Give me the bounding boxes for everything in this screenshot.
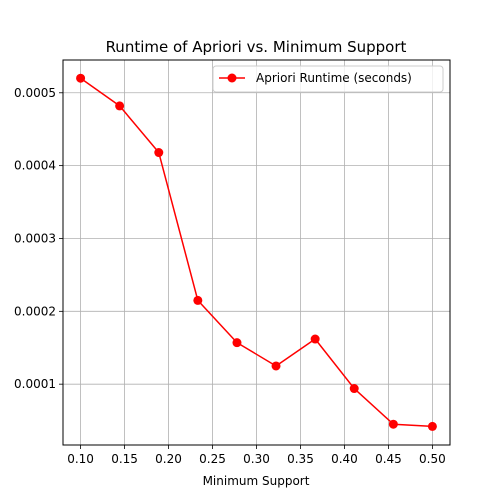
data-point bbox=[154, 148, 164, 158]
chart-title: Runtime of Apriori vs. Minimum Support bbox=[106, 38, 407, 56]
y-tick-label: 0.0004 bbox=[14, 159, 56, 173]
x-tick-label: 0.10 bbox=[67, 452, 94, 466]
x-axis-label: Minimum Support bbox=[203, 474, 310, 488]
x-tick-label: 0.20 bbox=[155, 452, 182, 466]
legend: Apriori Runtime (seconds) bbox=[212, 65, 444, 93]
data-point bbox=[310, 334, 320, 344]
x-tick-label: 0.50 bbox=[419, 452, 446, 466]
data-point bbox=[232, 338, 242, 348]
data-point bbox=[115, 101, 125, 111]
legend-marker-sample bbox=[227, 73, 237, 83]
y-tick-label: 0.0005 bbox=[14, 86, 56, 100]
x-tick-label: 0.35 bbox=[287, 452, 314, 466]
data-point bbox=[271, 361, 281, 371]
x-tick-label: 0.45 bbox=[375, 452, 402, 466]
x-tick-label: 0.25 bbox=[199, 452, 226, 466]
y-tick-label: 0.0003 bbox=[14, 231, 56, 245]
legend-box bbox=[212, 65, 444, 93]
axis-ticks: 0.10 0.15 0.20 0.25 0.30 0.35 0.40 0.45 0.50 0.00… bbox=[14, 86, 446, 466]
x-tick-label: 0.40 bbox=[331, 452, 358, 466]
data-point bbox=[388, 419, 398, 429]
y-tick-label: 0.0002 bbox=[14, 304, 56, 318]
data-point bbox=[193, 295, 203, 305]
series-layer bbox=[76, 73, 437, 431]
data-point bbox=[427, 421, 437, 431]
legend-label: Apriori Runtime (seconds) bbox=[256, 71, 412, 85]
data-point bbox=[76, 73, 86, 83]
data-point bbox=[349, 384, 359, 394]
grid-lines bbox=[63, 60, 450, 445]
y-tick-label: 0.0001 bbox=[14, 377, 56, 391]
x-tick-label: 0.15 bbox=[111, 452, 138, 466]
series-line bbox=[80, 77, 433, 428]
x-tick-label: 0.30 bbox=[243, 452, 270, 466]
